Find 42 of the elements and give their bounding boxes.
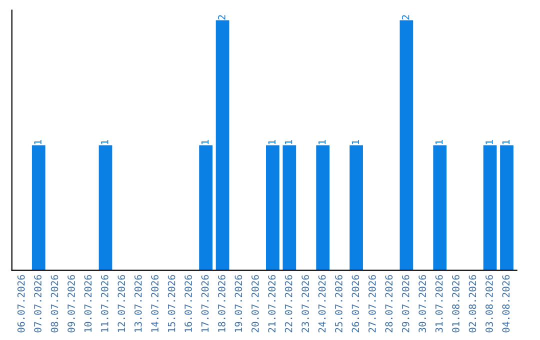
x-tick-label: 08.07.2026 <box>50 275 58 332</box>
x-tick-label: 22.07.2026 <box>284 275 292 332</box>
x-tick-label: 20.07.2026 <box>251 275 259 332</box>
x-tick-label: 23.07.2026 <box>302 275 309 332</box>
x-tick-label: 04.08.2026 <box>502 275 510 332</box>
x-tick-label: 28.07.2026 <box>385 275 393 332</box>
x-tick-label: 16.07.2026 <box>184 275 192 332</box>
x-tick-label: 31.07.2026 <box>435 275 443 332</box>
x-tick-label: 14.07.2026 <box>151 275 159 332</box>
x-tick-label: 21.07.2026 <box>268 275 276 332</box>
data-label: 1 <box>352 140 359 144</box>
x-tick-label: 11.07.2026 <box>100 275 108 332</box>
x-tick-label: 15.07.2026 <box>168 275 176 332</box>
data-label: 1 <box>268 140 276 144</box>
x-tick-label: 26.07.2026 <box>352 275 360 332</box>
data-label: 1 <box>486 140 493 144</box>
x-tick-label: 07.07.2026 <box>34 275 42 332</box>
x-tick-label: 24.07.2026 <box>318 275 326 332</box>
data-label: 1 <box>318 140 326 144</box>
x-tick-label: 27.07.2026 <box>368 275 376 332</box>
x-tick-label: 06.07.2026 <box>17 275 25 332</box>
x-tick-label: 19.07.2026 <box>234 275 242 332</box>
data-label: 2 <box>402 15 410 20</box>
x-tick-label: 10.07.2026 <box>84 275 92 332</box>
data-label: 1 <box>201 140 209 144</box>
data-label: 1 <box>435 140 443 144</box>
x-tick-label: 18.07.2026 <box>218 275 226 332</box>
x-tick-label: 25.07.2026 <box>335 275 342 332</box>
x-tick-label: 17.07.2026 <box>201 275 209 332</box>
x-tick-label: 09.07.2026 <box>68 275 75 332</box>
x-tick-label: 12.07.2026 <box>118 275 126 332</box>
x-tick-label: 13.07.2026 <box>134 275 142 332</box>
data-label: 1 <box>502 140 510 144</box>
x-tick-label: 29.07.2026 <box>402 275 410 332</box>
data-label: 1 <box>34 140 42 144</box>
data-label: 2 <box>218 15 226 20</box>
x-tick-label: 30.07.2026 <box>418 275 426 332</box>
data-label: 1 <box>101 140 108 144</box>
x-tick-label: 02.08.2026 <box>468 275 476 332</box>
data-label: 1 <box>285 140 292 144</box>
x-tick-label: 03.08.2026 <box>486 275 493 332</box>
x-tick-label: 01.08.2026 <box>452 275 460 332</box>
